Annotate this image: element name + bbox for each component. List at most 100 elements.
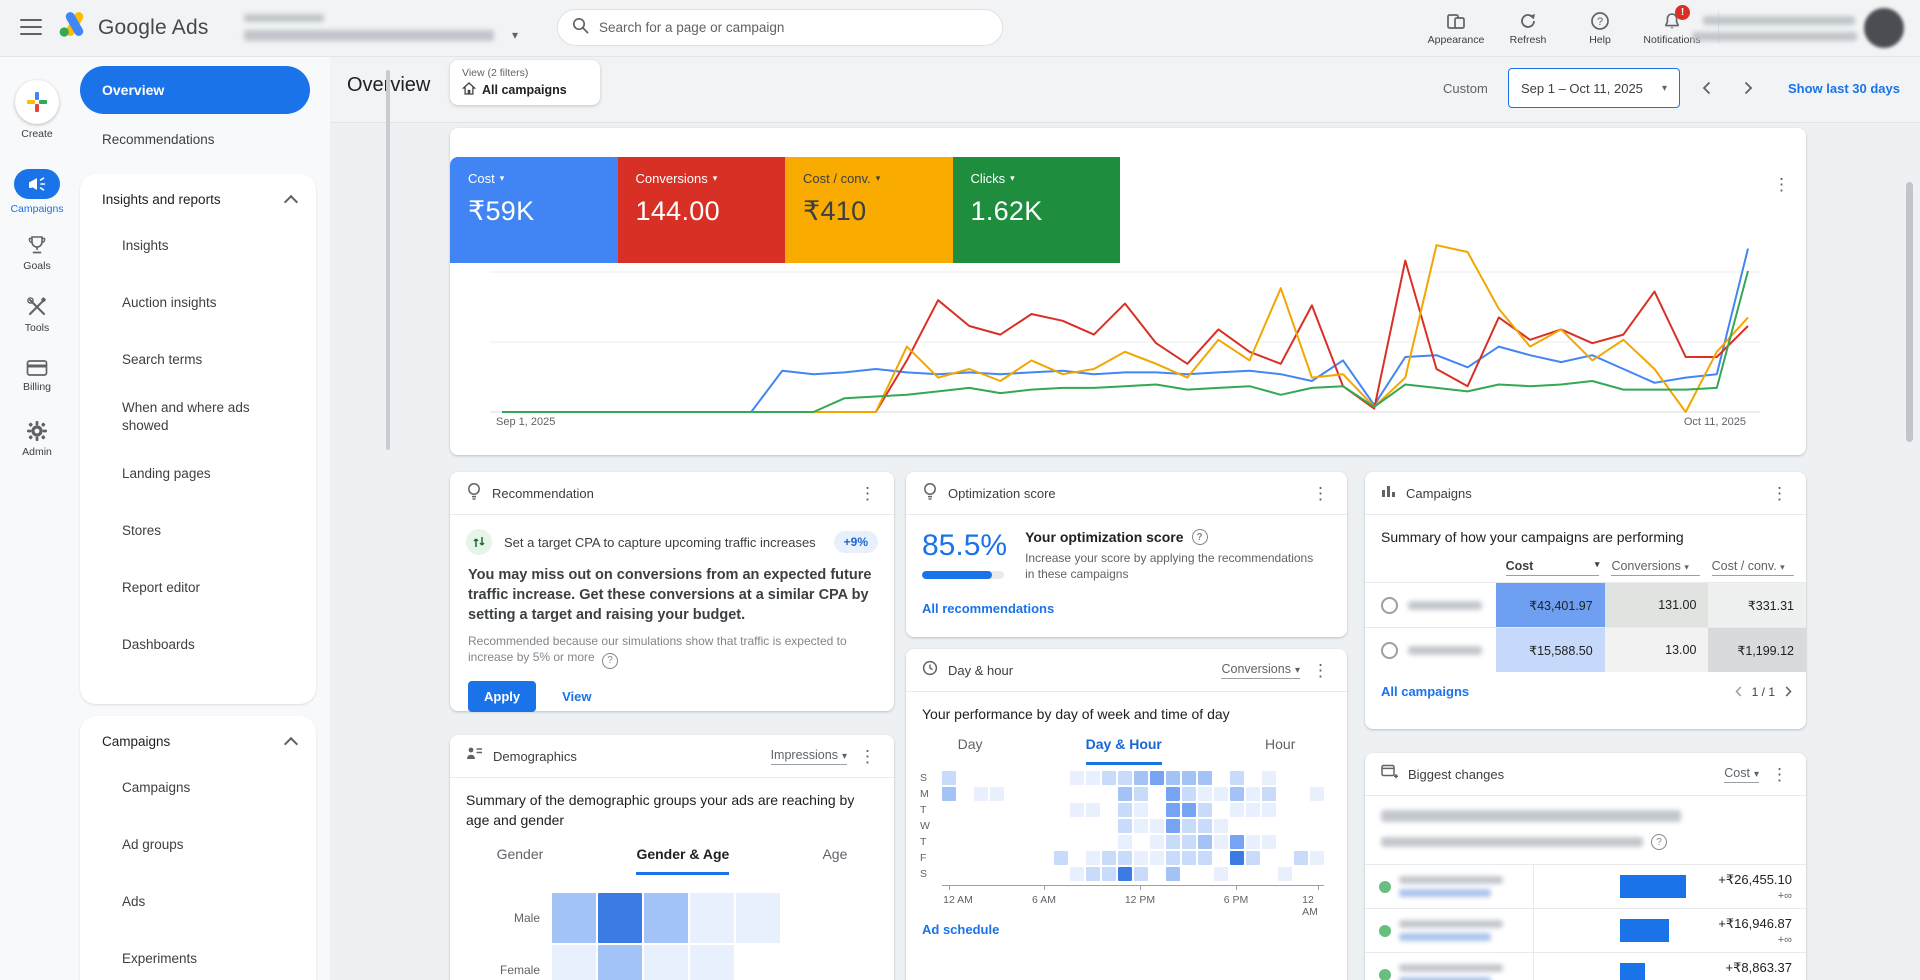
show-last-30-days-link[interactable]: Show last 30 days (1788, 81, 1900, 96)
date-prev-button[interactable] (1694, 76, 1718, 100)
nav-item-auction-insights[interactable]: Auction insights (80, 274, 316, 331)
nav-item-ad-groups[interactable]: Ad groups (80, 816, 316, 873)
nav-item-experiments[interactable]: Experiments (80, 930, 316, 980)
search-placeholder: Search for a page or campaign (599, 20, 784, 35)
date-range-picker[interactable]: Sep 1 – Oct 11, 2025 ▾ (1508, 68, 1680, 108)
kebab-menu[interactable]: ⋮ (1769, 485, 1790, 502)
nav-scrollbar[interactable] (386, 70, 390, 450)
nav-item-stores[interactable]: Stores (80, 502, 316, 559)
appearance-button[interactable]: Appearance (1420, 11, 1492, 46)
change-row[interactable]: +₹8,863.37 +∞ (1365, 952, 1806, 980)
nav-item-campaigns[interactable]: Campaigns (80, 759, 316, 816)
heatmap-cell (1070, 803, 1084, 817)
redacted-entity-link (1399, 889, 1491, 897)
table-row[interactable]: ₹15,588.50 13.00 ₹1,199.12 (1365, 627, 1806, 672)
heatmap-cell (1182, 803, 1196, 817)
tab-hour[interactable]: Hour (1265, 736, 1295, 765)
recommendation-item-title[interactable]: Set a target CPA to capture upcoming tra… (504, 535, 822, 550)
account-caret-icon[interactable]: ▾ (512, 28, 518, 42)
nav-item-report-editor[interactable]: Report editor (80, 559, 316, 616)
brand[interactable]: Google Ads (58, 12, 209, 43)
appearance-icon (1446, 11, 1466, 31)
create-button[interactable] (15, 80, 59, 124)
view-filters-chip[interactable]: View (2 filters) All campaigns (450, 60, 600, 105)
heatmap-cell (1006, 771, 1020, 785)
nav-item-ads[interactable]: Ads (80, 873, 316, 930)
demographics-metric-dropdown[interactable]: Impressions▾ (771, 748, 847, 765)
rail-item-billing[interactable]: Billing (0, 359, 74, 393)
nav-item-dashboards[interactable]: Dashboards (80, 616, 316, 673)
heatmap-cell (1182, 851, 1196, 865)
nav-item-insights[interactable]: Insights (80, 217, 316, 274)
ad-schedule-link[interactable]: Ad schedule (922, 922, 999, 937)
page-prev-icon[interactable] (1735, 686, 1742, 697)
rail-item-goals[interactable]: Goals (0, 234, 74, 272)
help-button[interactable]: ? Help (1564, 11, 1636, 46)
help-icon[interactable]: ? (1651, 834, 1667, 850)
avatar[interactable] (1864, 8, 1904, 48)
nav-item-when-where-ads[interactable]: When and where ads showed (80, 388, 316, 445)
heatmap-cell (1166, 867, 1180, 881)
tab-day[interactable]: Day (958, 736, 983, 765)
view-link[interactable]: View (562, 689, 591, 704)
rail-item-create[interactable]: Create (0, 80, 74, 140)
tab-gender-age[interactable]: Gender & Age (636, 846, 729, 875)
heatmap-cell (1022, 819, 1036, 833)
column-header-conversions[interactable]: Conversions ▾ (1611, 559, 1699, 576)
help-icon[interactable]: ? (602, 653, 618, 669)
nav-item-landing-pages[interactable]: Landing pages (80, 445, 316, 502)
nav-item-overview-active[interactable]: Overview (80, 66, 310, 114)
chart-kebab-menu[interactable]: ⋮ (1771, 176, 1792, 193)
heatmap-cell (958, 819, 972, 833)
row-radio[interactable] (1381, 597, 1398, 614)
kebab-menu[interactable]: ⋮ (857, 748, 878, 765)
apply-button[interactable]: Apply (468, 681, 536, 712)
nav-group-header-campaigns[interactable]: Campaigns (80, 730, 316, 759)
heatmap-cell (990, 851, 1004, 865)
kebab-menu[interactable]: ⋮ (1310, 485, 1331, 502)
heatmap-cell (974, 771, 988, 785)
kebab-menu[interactable]: ⋮ (1769, 766, 1790, 783)
column-header-cost[interactable]: Cost ▾ (1506, 559, 1600, 576)
view-scope-label: All campaigns (482, 83, 567, 97)
day-hour-metric-dropdown[interactable]: Conversions▾ (1221, 662, 1300, 679)
tick-label: 6 PM (1224, 894, 1249, 906)
heatmap-cell (1070, 819, 1084, 833)
rail-item-tools[interactable]: Tools (0, 296, 74, 334)
heatmap-cell (1038, 867, 1052, 881)
kebab-menu[interactable]: ⋮ (1310, 662, 1331, 679)
all-campaigns-link[interactable]: All campaigns (1381, 684, 1469, 699)
change-row[interactable]: +₹26,455.10 +∞ (1365, 864, 1806, 908)
kebab-menu[interactable]: ⋮ (857, 485, 878, 502)
help-icon[interactable]: ? (1192, 529, 1208, 545)
heatmap-cell (1262, 851, 1276, 865)
biggest-changes-metric-dropdown[interactable]: Cost▾ (1724, 766, 1759, 783)
card-title: Recommendation (492, 486, 594, 501)
tab-gender[interactable]: Gender (497, 846, 544, 875)
search-input[interactable]: Search for a page or campaign (557, 9, 1003, 46)
all-recommendations-link[interactable]: All recommendations (922, 601, 1054, 616)
change-row[interactable]: +₹16,946.87 +∞ (1365, 908, 1806, 952)
tab-day-hour[interactable]: Day & Hour (1086, 736, 1162, 765)
campaigns-rail-pill[interactable] (14, 169, 60, 199)
nav-item-recommendations[interactable]: Recommendations (102, 132, 215, 147)
nav-item-search-terms[interactable]: Search terms (80, 331, 316, 388)
row-radio[interactable] (1381, 642, 1398, 659)
date-next-button[interactable] (1736, 76, 1760, 100)
heatmap-cell (1054, 803, 1068, 817)
table-row[interactable]: ₹43,401.97 131.00 ₹331.31 (1365, 582, 1806, 627)
nav-group-header-insights[interactable]: Insights and reports (80, 188, 316, 217)
heatmap-cell (1134, 819, 1148, 833)
rail-item-admin[interactable]: Admin (0, 420, 74, 458)
refresh-button[interactable]: Refresh (1492, 11, 1564, 46)
page-next-icon[interactable] (1785, 686, 1792, 697)
menu-icon[interactable] (20, 19, 42, 35)
column-header-cost-conv[interactable]: Cost / conv. ▾ (1712, 559, 1794, 576)
topbar-actions: Appearance Refresh ? Help ! Notification (1420, 0, 1729, 56)
refresh-icon (1518, 11, 1538, 31)
tab-age[interactable]: Age (822, 846, 847, 875)
redacted-account-name[interactable] (244, 30, 494, 41)
heatmap-cell (552, 893, 596, 943)
rail-item-campaigns[interactable]: Campaigns (0, 169, 74, 215)
page-scrollbar[interactable] (1906, 182, 1913, 442)
